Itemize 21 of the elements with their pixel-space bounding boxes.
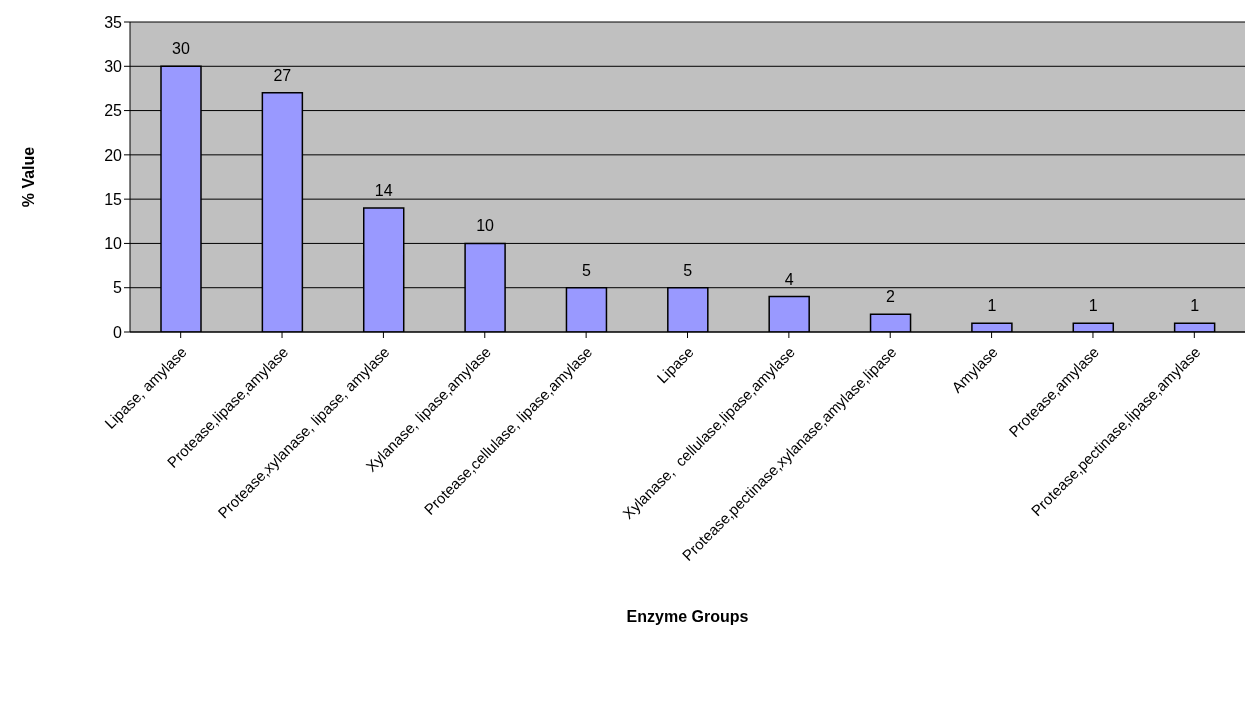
data-label: 14: [374, 182, 393, 199]
y-tick-label: 35: [104, 13, 123, 31]
data-label: 1: [987, 297, 997, 315]
y-tick-label: 25: [104, 102, 123, 120]
data-label: 10: [476, 217, 495, 235]
y-tick-label: 20: [104, 146, 123, 164]
y-tick-label: 0: [113, 323, 123, 341]
x-axis-title: Enzyme Groups: [626, 608, 749, 625]
data-label: 5: [683, 261, 693, 279]
y-tick-label: 10: [104, 235, 123, 253]
data-label: 5: [582, 261, 591, 279]
y-tick-label: 15: [104, 190, 123, 208]
data-label: 1: [1190, 297, 1200, 315]
data-label: 4: [784, 270, 794, 288]
data-label: 2: [886, 288, 896, 306]
y-tick-label: 5: [113, 279, 123, 297]
y-axis-title: % Value: [19, 146, 37, 208]
y-tick-label: 30: [104, 57, 123, 75]
data-label: 1: [1088, 297, 1098, 315]
data-label: 30: [172, 40, 190, 58]
data-label: 27: [273, 66, 292, 84]
